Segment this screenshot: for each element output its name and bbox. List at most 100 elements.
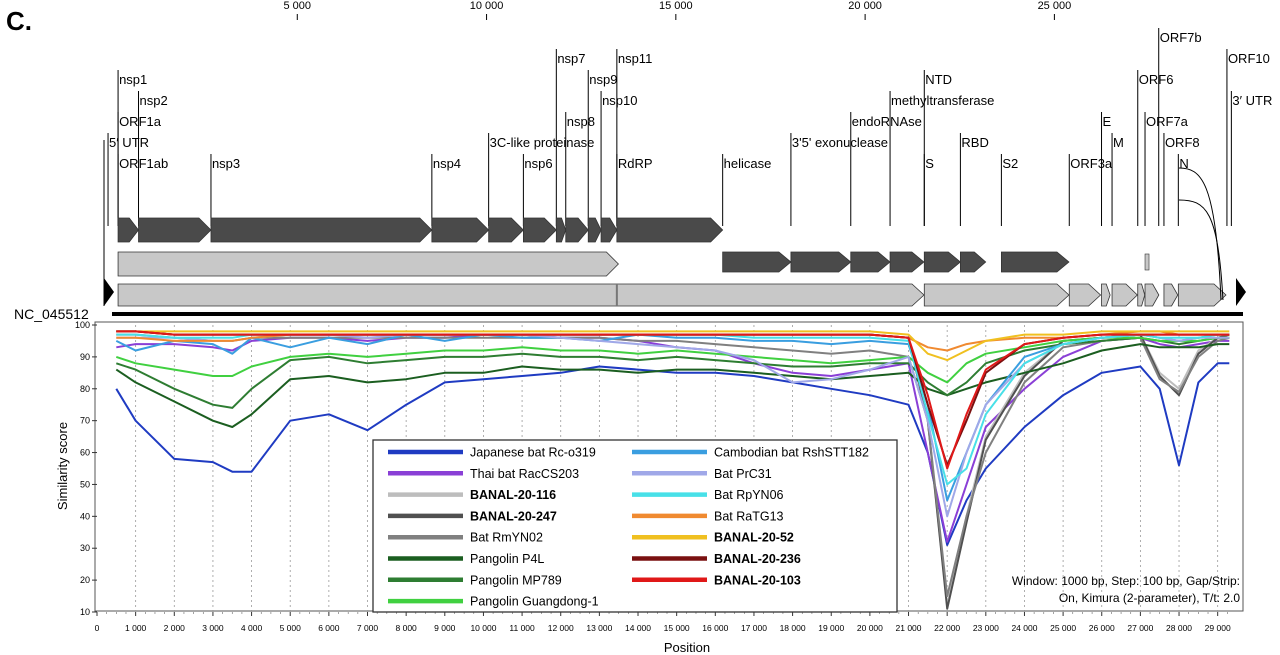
domain-arrow-3 xyxy=(889,251,925,273)
genome-top-axis: 5 000 10 000 15 000 20 000 25 000 xyxy=(284,0,1072,20)
x-tick-label: 15 000 xyxy=(664,623,690,633)
x-tick-label: 13 000 xyxy=(586,623,612,633)
legend-label-13: BANAL-20-236 xyxy=(714,552,801,566)
x-tick-label: 18 000 xyxy=(780,623,806,633)
legend-box xyxy=(372,439,898,613)
feature-label: ORF7a xyxy=(1146,114,1189,129)
x-tick-label: 29 000 xyxy=(1205,623,1231,633)
x-tick-label: 4 000 xyxy=(241,623,263,633)
x-tick-label: 27 000 xyxy=(1127,623,1153,633)
x-tick-label: 21 000 xyxy=(896,623,922,633)
domain-arrow-4 xyxy=(923,251,961,273)
orf-arrow-0 xyxy=(117,283,925,307)
domain-arrow-0 xyxy=(722,251,792,273)
legend-label-11: Bat RaTG13 xyxy=(714,509,784,523)
genome-tick-label-1: 10 000 xyxy=(470,0,504,12)
orf-arrow-6 xyxy=(1144,283,1160,307)
orf-arrow-7 xyxy=(1163,283,1179,307)
genome-tick-label-3: 20 000 xyxy=(848,0,882,12)
legend-label-12: BANAL-20-52 xyxy=(714,531,794,545)
legend-label-9: Bat PrC31 xyxy=(714,467,772,481)
legend-label-2: BANAL-20-116 xyxy=(470,488,556,502)
legend-label-1: Thai bat RacCS203 xyxy=(470,467,579,481)
y-tick-label: 20 xyxy=(80,575,90,585)
feature-label: ORF8 xyxy=(1165,135,1200,150)
legend-label-0: Japanese bat Rc-o319 xyxy=(470,446,596,460)
nsp-arrow-2 xyxy=(210,217,433,243)
series-line-6 xyxy=(115,336,1230,409)
legend-label-3: BANAL-20-247 xyxy=(470,509,557,523)
feature-label: M xyxy=(1113,135,1124,150)
x-tick-label: 16 000 xyxy=(702,623,728,633)
nsp-arrow-10 xyxy=(616,217,724,243)
orf-arrow-3 xyxy=(1101,283,1111,307)
x-axis-title: Position xyxy=(664,640,710,655)
feature-label: nsp8 xyxy=(567,114,595,129)
series-line-12 xyxy=(116,330,1230,362)
x-tick-label: 8 000 xyxy=(396,623,418,633)
feature-label: 3'5' exonuclease xyxy=(792,135,888,150)
domain-arrow-6 xyxy=(1001,251,1070,273)
feature-label: methyltransferase xyxy=(891,93,994,108)
genome-tick-label-0: 5 000 xyxy=(284,0,312,12)
feature-label: RBD xyxy=(961,135,988,150)
y-tick-label: 10 xyxy=(80,607,90,617)
x-tick-label: 5 000 xyxy=(280,623,302,633)
nsp-arrow-0 xyxy=(117,217,139,243)
legend-label-10: Bat RpYN06 xyxy=(714,488,784,502)
x-tick-label: 28 000 xyxy=(1166,623,1192,633)
orf-arrow-2 xyxy=(1068,283,1102,307)
x-tick-label: 22 000 xyxy=(934,623,960,633)
feature-label: nsp6 xyxy=(524,156,552,171)
accession-label: NC_045512 xyxy=(14,306,89,322)
similarity-series xyxy=(115,330,1230,610)
y-tick-label: 30 xyxy=(80,543,90,553)
y-tick-label: 80 xyxy=(80,384,90,394)
x-tick-label: 17 000 xyxy=(741,623,767,633)
genome-feature-labels: 5′ UTR ORF1a nsp1 nsp2 ORF1ab nsp3 nsp4 3C-like… xyxy=(107,28,1272,226)
utr-curve-2 xyxy=(1178,199,1224,301)
nsp-arrow-4 xyxy=(488,217,524,243)
x-tick-label: 12 000 xyxy=(548,623,574,633)
feature-label: ORF6 xyxy=(1139,72,1174,87)
nsp-arrow-5 xyxy=(522,217,557,243)
series-line-14 xyxy=(116,330,1230,470)
x-tick-label: 11 000 xyxy=(509,623,535,633)
series-line-5 xyxy=(115,343,1230,428)
settings-note-line-1: Window: 1000 bp, Step: 100 bp, Gap/Strip… xyxy=(1012,574,1240,588)
domain-arrow-1 xyxy=(790,251,852,273)
legend-label-7: Pangolin Guangdong-1 xyxy=(470,595,599,609)
x-tick-label: 19 000 xyxy=(818,623,844,633)
feature-label: N xyxy=(1179,156,1188,171)
genome-end-marker xyxy=(1236,278,1246,306)
legend-label-14: BANAL-20-103 xyxy=(714,573,801,587)
x-tick-label: 9 000 xyxy=(434,623,456,633)
nsp-arrow-7 xyxy=(565,217,589,243)
nsp-arrow-8 xyxy=(587,217,602,243)
feature-label: ORF3a xyxy=(1070,156,1113,171)
orf1a-arrow xyxy=(117,251,619,277)
feature-label: ORF1a xyxy=(119,114,162,129)
y-tick-label: 50 xyxy=(80,479,90,489)
domain-arrow-2 xyxy=(850,251,891,273)
x-tick-label: 26 000 xyxy=(1089,623,1115,633)
y-tick-label: 40 xyxy=(80,511,90,521)
x-tick-label: 0 xyxy=(95,623,100,633)
orf-arrow-1 xyxy=(923,283,1070,307)
x-tick-label: 14 000 xyxy=(625,623,651,633)
feature-label: S xyxy=(925,156,934,171)
feature-label: nsp4 xyxy=(433,156,461,171)
settings-note-line-2: On, Kimura (2-parameter), T/t: 2.0 xyxy=(1059,591,1240,605)
feature-label: ORF1ab xyxy=(119,156,168,171)
plot-axes: 0 1 000 2 000 3 000 4 000 5 000 6 000 7 000 8 00… xyxy=(75,320,1231,633)
legend-label-6: Pangolin MP789 xyxy=(470,573,562,587)
genome-tick-label-4: 25 000 xyxy=(1038,0,1072,12)
feature-label: nsp7 xyxy=(557,51,585,66)
feature-label: ORF7b xyxy=(1160,30,1202,45)
x-tick-label: 1 000 xyxy=(125,623,147,633)
x-tick-label: 3 000 xyxy=(202,623,224,633)
panel-label: C. xyxy=(6,6,32,36)
orf-arrow-5 xyxy=(1137,283,1146,307)
feature-label: nsp1 xyxy=(119,72,147,87)
